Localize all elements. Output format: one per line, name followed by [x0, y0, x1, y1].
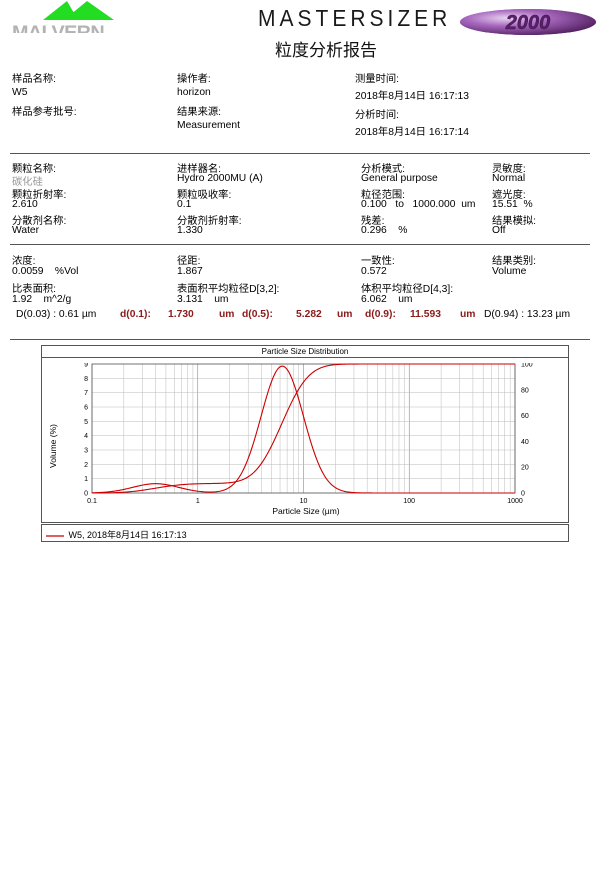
svg-text:100: 100	[403, 498, 415, 505]
svg-text:3: 3	[84, 448, 88, 455]
svg-text:0.1: 0.1	[87, 498, 97, 505]
svg-text:0: 0	[84, 491, 88, 498]
svg-text:100: 100	[521, 363, 533, 369]
svg-text:6: 6	[84, 405, 88, 412]
svg-text:2: 2	[84, 462, 88, 469]
svg-text:5: 5	[84, 419, 88, 426]
svg-text:2000: 2000	[505, 12, 551, 34]
svg-text:7: 7	[84, 390, 88, 397]
svg-text:9: 9	[84, 363, 88, 369]
svg-text:80: 80	[521, 387, 529, 394]
svg-text:60: 60	[521, 413, 529, 420]
svg-text:4: 4	[84, 433, 88, 440]
svg-text:40: 40	[521, 439, 529, 446]
svg-text:0: 0	[521, 491, 525, 498]
svg-text:1000: 1000	[507, 498, 523, 505]
svg-text:10: 10	[300, 498, 308, 505]
svg-text:1: 1	[84, 476, 88, 483]
svg-text:1: 1	[196, 498, 200, 505]
svg-text:8: 8	[84, 376, 88, 383]
svg-text:MALVERN: MALVERN	[12, 22, 104, 33]
svg-text:20: 20	[521, 465, 529, 472]
